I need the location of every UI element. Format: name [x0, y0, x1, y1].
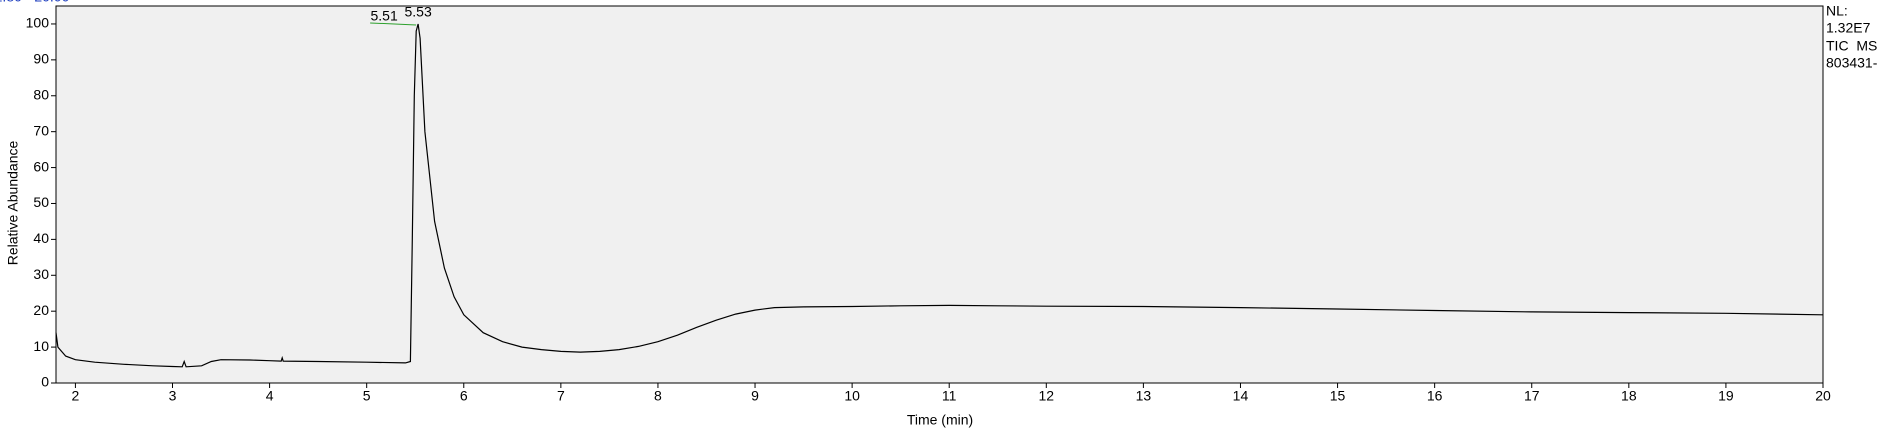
y-tick-label: 80 [33, 86, 49, 102]
x-tick-label: 2 [72, 388, 80, 404]
range-header: RT: 1.80 - 20.00 [0, 0, 70, 5]
x-tick-label: 19 [1718, 388, 1734, 404]
x-tick-label: 9 [751, 388, 759, 404]
x-tick-label: 10 [844, 388, 860, 404]
x-tick-label: 13 [1136, 388, 1152, 404]
plot-area [55, 5, 1824, 384]
info-line: 1.32E7 [1826, 20, 1871, 36]
x-axis-label: Time (min) [907, 412, 973, 428]
x-tick-label: 15 [1330, 388, 1346, 404]
y-axis-label: Relative Abundance [5, 141, 21, 266]
x-tick-label: 7 [557, 388, 565, 404]
y-tick-label: 60 [33, 158, 49, 174]
info-line: TIC MS [1826, 38, 1877, 54]
peak-label: 5.51 [371, 8, 398, 24]
x-tick-label: 11 [942, 388, 957, 404]
x-tick-label: 8 [654, 388, 662, 404]
trace [55, 23, 1824, 368]
x-tick-label: 12 [1039, 388, 1055, 404]
info-line: 803431- [1826, 55, 1878, 71]
x-tick-label: 16 [1427, 388, 1443, 404]
x-tick-label: 17 [1524, 388, 1540, 404]
y-tick-label: 70 [33, 122, 49, 138]
peak-label-leader [370, 22, 417, 26]
x-tick-label: 18 [1621, 388, 1637, 404]
y-tick-label: 50 [33, 194, 49, 210]
y-tick-label: 40 [33, 230, 49, 246]
x-tick-label: 6 [460, 388, 468, 404]
x-tick-label: 20 [1815, 388, 1831, 404]
x-tick-label: 14 [1233, 388, 1249, 404]
y-tick-label: 100 [26, 15, 50, 31]
peak-label: 5.53 [405, 4, 432, 20]
x-tick-label: 3 [169, 388, 177, 404]
y-tick-label: 90 [33, 51, 49, 67]
x-tick-label: 4 [266, 388, 274, 404]
y-tick-label: 30 [33, 266, 49, 282]
y-tick-label: 0 [41, 374, 49, 390]
info-line: NL: [1826, 3, 1848, 19]
y-tick-label: 10 [33, 338, 49, 354]
x-tick-label: 5 [363, 388, 371, 404]
y-tick-label: 20 [33, 302, 49, 318]
